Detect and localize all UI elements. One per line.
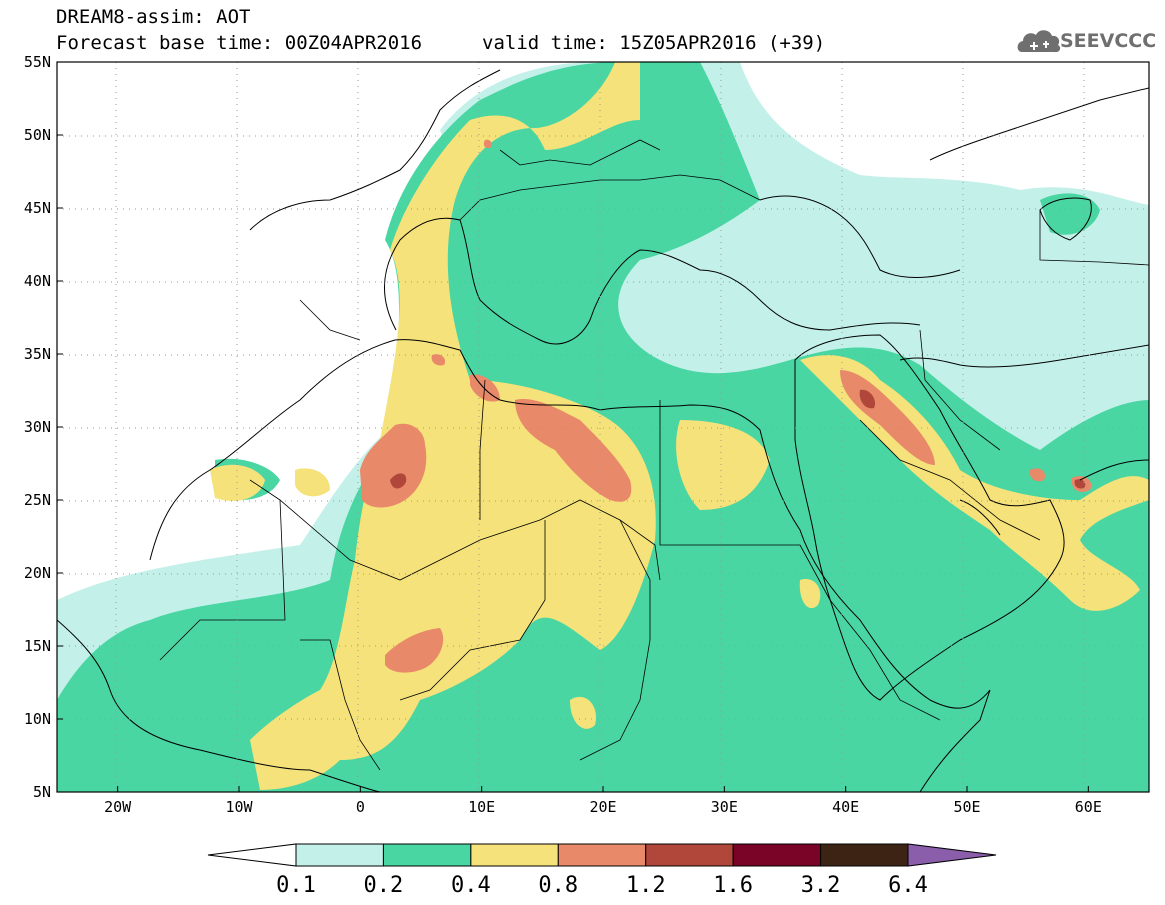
lat-tick-label: 15N [24, 637, 51, 655]
lat-tick-label: 45N [24, 199, 51, 217]
colorbar-box [295, 843, 384, 867]
colorbar-label: 1.6 [713, 873, 753, 898]
aot-field [57, 62, 1149, 792]
lat-tick-label: 35N [24, 345, 51, 363]
coastlines [57, 69, 1149, 792]
colorbar-label: 1.2 [626, 873, 666, 898]
colorbar-label: 0.8 [538, 873, 578, 898]
lon-tick-label: 30E [711, 798, 738, 816]
colorbar-label: 0.1 [276, 873, 316, 898]
colorbar-high-extension [907, 843, 997, 867]
cloud-icon [1017, 30, 1061, 53]
lon-tick-label: 0 [356, 798, 365, 816]
country-borders [159, 139, 1149, 771]
lat-tick-label: 50N [24, 126, 51, 144]
lat-tick-label: 30N [24, 418, 51, 436]
lon-tick-label: 20W [104, 798, 132, 816]
colorbar-label: 0.4 [451, 873, 491, 898]
map-title: DREAM8-assim: AOT [56, 6, 251, 28]
lon-tick-label: 50E [953, 798, 980, 816]
valid-time: valid time: 15Z05APR2016 (+39) [482, 32, 826, 54]
lat-tick-label: 40N [24, 272, 51, 290]
lat-tick-label: 25N [24, 491, 51, 509]
colorbar-box [470, 843, 559, 867]
lon-tick-label: 10W [225, 798, 253, 816]
latitude-axis: 55N 50N 45N 40N 35N 30N 25N 20N 15N 10N 5N [24, 53, 63, 801]
longitude-axis: 20W 10W 0 10E 20E 30E 40E 50E 60E [104, 786, 1102, 816]
colorbar-box [820, 843, 909, 867]
colorbar-box [732, 843, 822, 867]
colorbar-box [645, 843, 734, 867]
colorbar-low-extension [207, 843, 297, 867]
graticule [57, 62, 1149, 792]
lat-tick-label: 5N [33, 783, 51, 801]
lon-tick-label: 60E [1075, 798, 1102, 816]
lat-tick-label: 20N [24, 564, 51, 582]
lat-tick-label: 10N [24, 710, 51, 728]
colorbar-box [557, 843, 647, 867]
colorbar-label: 3.2 [801, 873, 841, 898]
logo-text: SEEVCCC [1060, 30, 1157, 52]
lat-tick-label: 55N [24, 53, 51, 71]
colorbar-label: 0.2 [364, 873, 404, 898]
lon-tick-label: 10E [468, 798, 495, 816]
forecast-times: Forecast base time: 00Z04APR2016 valid ti… [56, 32, 825, 54]
colorbar-label: 6.4 [888, 873, 928, 898]
aot-band-1.2 [390, 389, 1086, 489]
lon-tick-label: 20E [589, 798, 616, 816]
colorbar-box [382, 843, 472, 867]
lon-tick-label: 40E [832, 798, 859, 816]
colorbar: 0.1 0.2 0.4 0.8 1.2 1.6 3.2 6.4 [207, 843, 997, 898]
base-time: Forecast base time: 00Z04APR2016 [56, 32, 423, 54]
